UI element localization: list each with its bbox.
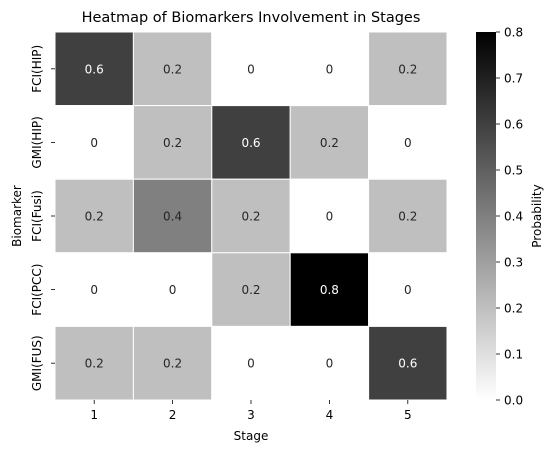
heatmap-cell [368,325,448,401]
colorbar-label: Probability [530,184,544,247]
heatmap-cell-label: 0.2 [398,210,417,224]
heatmap-cell [54,105,134,180]
heatmap-cell-label: 0.8 [320,283,339,297]
colorbar-tick-label: 0.6 [504,117,523,131]
heatmap-cell-label: 0 [404,283,412,297]
x-tick-label: 3 [247,408,255,422]
x-tick-label: 5 [404,408,412,422]
heatmap-cell-label: 0.2 [320,136,339,150]
colorbar-tick-label: 0.5 [504,163,523,177]
heatmap-cell-label: 0.6 [241,136,260,150]
heatmap-cell [132,31,213,107]
y-tick-label: FCI(HIP) [30,45,44,93]
heatmap-cell-label: 0.2 [163,136,182,150]
heatmap-cell [54,325,134,401]
heatmap-cell [368,252,448,327]
heatmap-cell-label: 0.2 [85,210,104,224]
y-axis: FCI(HIP) GMI(HIP) FCI(Fusi) FCI(PCC) GMI(FUS… [30,45,55,391]
heatmap-cell-labels: 0.6 0.2 0 0 0.2 0 0.2 0.6 0.2 0 0.2 0.4 0.2 0 0.2 0 0 0.2… [85,62,418,370]
chart-title: Heatmap of Biomarkers Involvement in Sta… [82,10,421,26]
heatmap-cell [54,31,134,107]
x-tick-label: 4 [326,408,334,422]
heatmap-cell-label: 0.2 [241,210,260,224]
heatmap-cell [132,325,213,401]
heatmap-cell-label: 0 [247,357,255,371]
heatmap-cell-label: 0 [169,283,177,297]
colorbar [476,32,496,400]
colorbar-ticks: 0.0 0.1 0.2 0.3 0.4 0.5 0.6 0.7 0.8 [496,25,523,407]
heatmap-cell-label: 0 [90,136,98,150]
heatmap-cell-label: 0.2 [85,357,104,371]
colorbar-tick-label: 0.8 [504,25,523,39]
heatmap-cell [368,105,448,180]
heatmap-cell [211,178,291,254]
heatmap-cell [211,105,291,180]
heatmap-cell [368,178,448,254]
x-axis: 1 2 3 4 5 [90,400,412,422]
colorbar-tick-label: 0.7 [504,71,523,85]
x-tick-label: 1 [90,408,98,422]
heatmap-cell [132,178,213,254]
heatmap-cell-label: 0 [326,210,334,224]
heatmap-cell-label: 0 [404,136,412,150]
heatmap-cell [211,252,291,327]
y-axis-label: Biomarker [10,185,24,247]
heatmap-cell-label: 0.2 [398,62,417,76]
colorbar-tick-label: 0.1 [504,347,523,361]
heatmap-cell-label: 0 [326,357,334,371]
heatmap-cell-label: 0 [326,62,334,76]
heatmap-cell-label: 0 [247,62,255,76]
heatmap-cell [211,31,291,107]
colorbar-tick-label: 0.0 [504,393,523,407]
heatmap-cell-label: 0.4 [163,210,182,224]
colorbar-tick-label: 0.3 [504,255,523,269]
y-tick-label: GMI(FUS) [30,335,44,391]
heatmap-cell [211,325,291,401]
heatmap-cells [54,31,448,401]
heatmap-cell-label: 0.6 [85,62,104,76]
y-tick-label: GMI(HIP) [30,116,44,168]
y-tick-label: FCI(Fusi) [30,190,44,242]
heatmap-cell-label: 0 [90,283,98,297]
heatmap-cell-label: 0.2 [163,62,182,76]
y-tick-label: FCI(PCC) [30,264,44,316]
heatmap-cell [289,178,370,254]
heatmap-cell-label: 0.2 [241,283,260,297]
colorbar-tick-label: 0.4 [504,209,523,223]
x-tick-label: 2 [169,408,177,422]
heatmap-cell [289,252,370,327]
heatmap-cell-label: 0.2 [163,357,182,371]
heatmap-cell [289,31,370,107]
heatmap-cell [368,31,448,107]
heatmap-cell [132,252,213,327]
heatmap-cell-label: 0.6 [398,357,417,371]
colorbar-tick-label: 0.2 [504,301,523,315]
x-axis-label: Stage [234,429,269,443]
